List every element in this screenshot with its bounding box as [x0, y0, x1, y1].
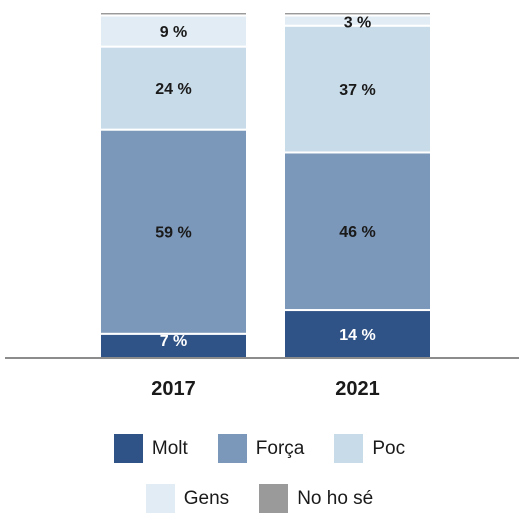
- legend-swatch-poc: [334, 434, 364, 463]
- legend-item-no-ho-se: No ho sé: [259, 484, 373, 513]
- legend-label-gens: Gens: [183, 487, 230, 509]
- legend-row-1: Molt Força Poc: [0, 434, 519, 463]
- data-label-2017-molt: 7 %: [160, 333, 188, 350]
- legend-item-poc: Poc: [334, 434, 405, 463]
- bar-segment-2017-forca: [99, 128, 248, 335]
- legend-label-no-ho-se: No ho sé: [297, 487, 374, 509]
- legend-item-forca: Força: [217, 434, 305, 463]
- legend-item-molt: Molt: [113, 434, 188, 463]
- legend-item-gens: Gens: [145, 484, 230, 513]
- bar-segment-2021-poc: [283, 24, 432, 154]
- legend-swatch-gens: [145, 484, 175, 513]
- legend-row-2: Gens No ho sé: [0, 484, 519, 513]
- data-label-2021-forca: 46 %: [339, 224, 375, 241]
- data-label-2017-gens: 9 %: [160, 24, 188, 41]
- data-label-2017-poc: 24 %: [155, 81, 191, 98]
- x-tick-label-2017: 2017: [151, 378, 196, 400]
- legend-swatch-forca: [217, 434, 247, 463]
- data-label-2021-molt: 14 %: [339, 327, 375, 344]
- bar-segment-2017-no-ho-se: [99, 11, 248, 17]
- data-label-2021-gens: 3 %: [344, 14, 372, 31]
- data-label-2017-forca: 59 %: [155, 225, 191, 242]
- x-tick-label-2021: 2021: [335, 378, 380, 400]
- bar-segment-2017-gens: [99, 14, 248, 48]
- data-label-2021-poc: 37 %: [339, 82, 375, 99]
- legend-swatch-no-ho-se: [259, 484, 289, 513]
- legend-label-forca: Força: [255, 437, 305, 459]
- legend-label-poc: Poc: [372, 437, 406, 459]
- legend-swatch-molt: [113, 434, 143, 463]
- legend-label-molt: Molt: [151, 437, 188, 459]
- bar-segment-2021-forca: [283, 151, 432, 312]
- stacked-bar-chart: 7 % 59 % 24 % 9 % 14 % 46 % 37 % 3 % 2017 2021: [5, 11, 519, 400]
- bar-segment-2021-no-ho-se: [283, 11, 432, 17]
